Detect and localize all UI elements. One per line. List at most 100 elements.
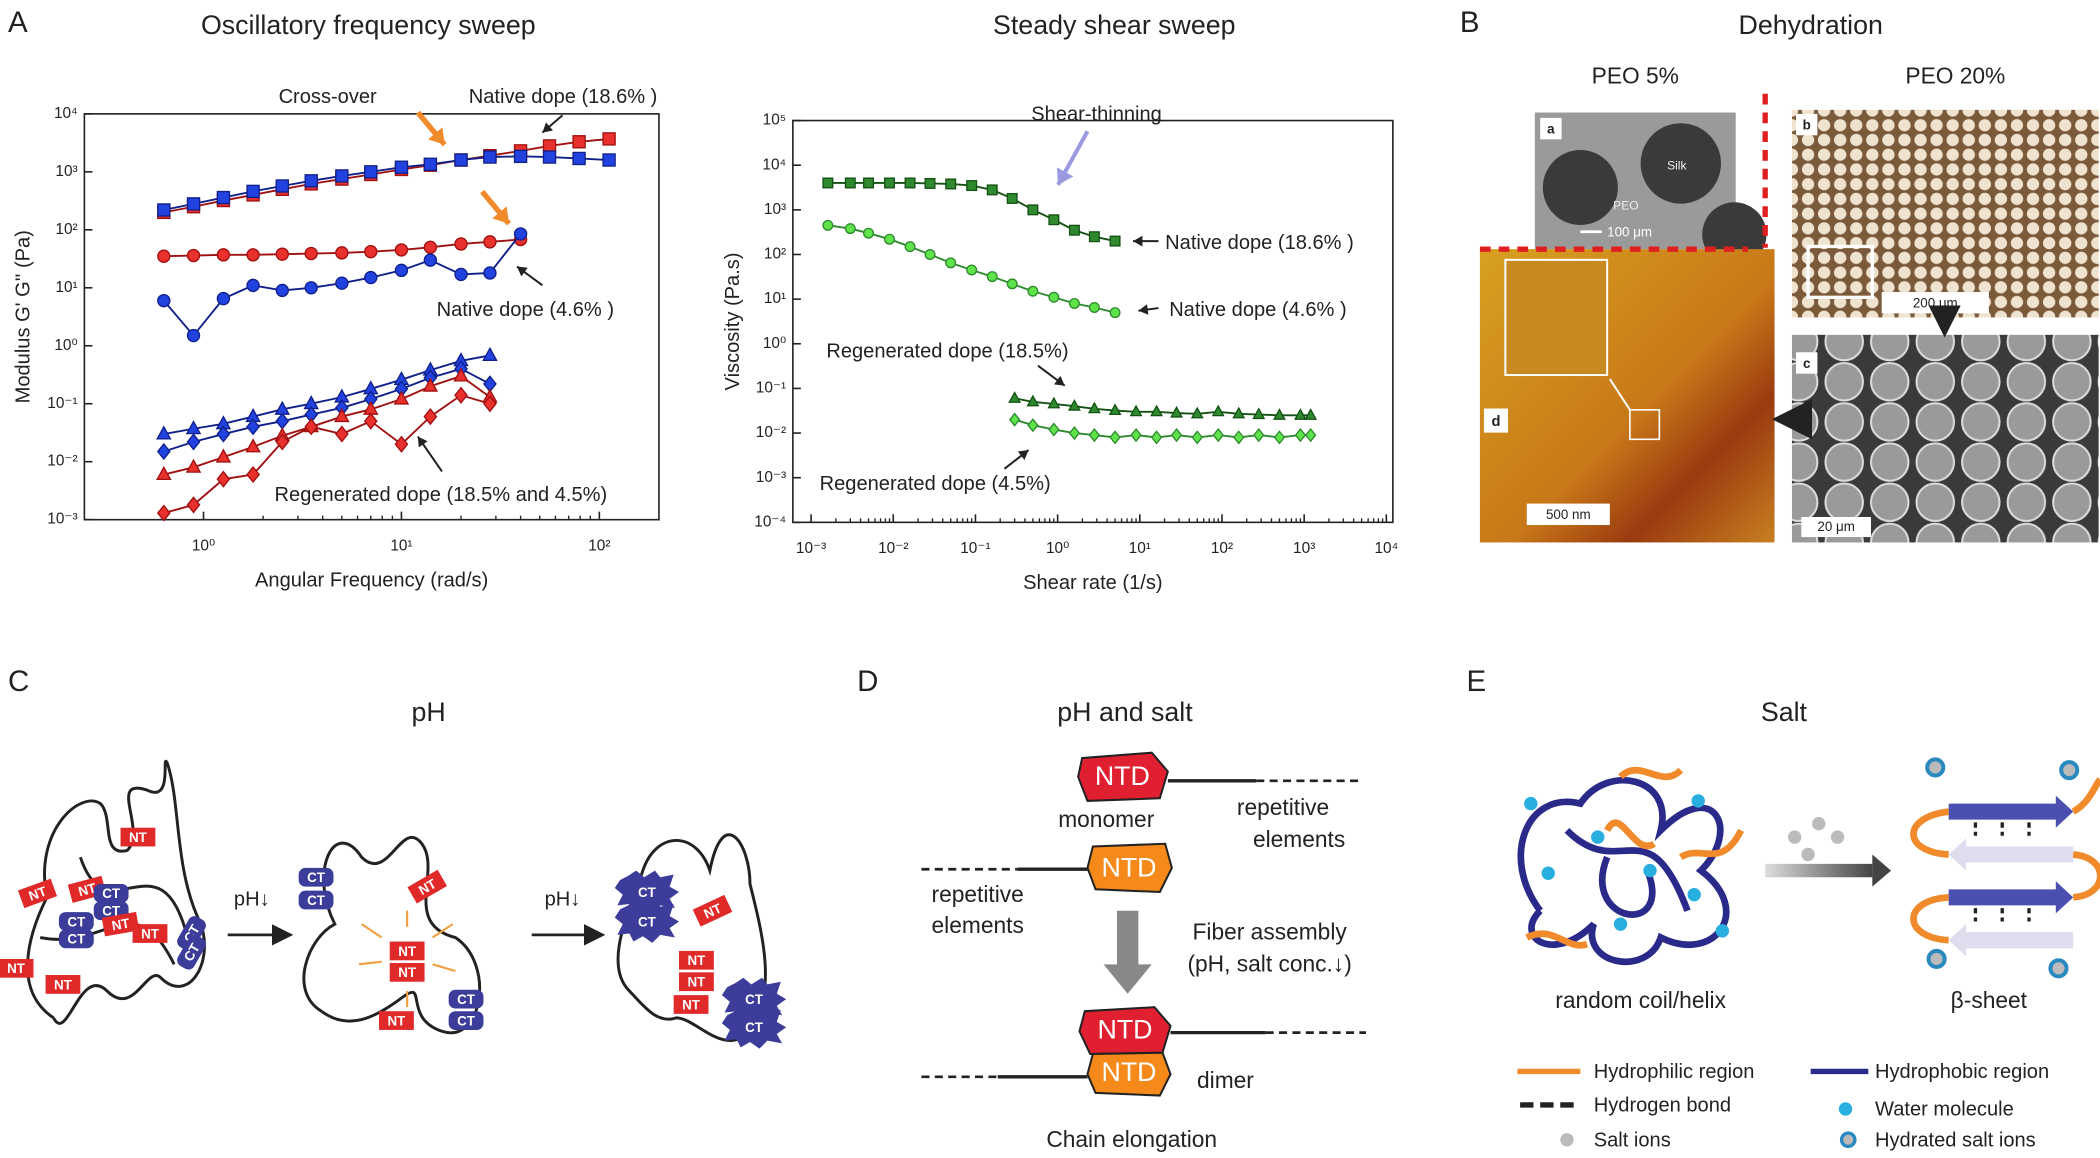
arrow-head xyxy=(542,122,554,133)
label: β-sheet xyxy=(1951,987,2028,1013)
data-point xyxy=(1088,428,1101,443)
panel-d: pH and salt NTD monomer repetitive eleme… xyxy=(921,697,1367,1152)
panel-label: E xyxy=(1467,665,1487,698)
data-point xyxy=(1293,408,1307,420)
tag: NT xyxy=(45,975,81,994)
x-tick-label: 10⁻¹ xyxy=(960,540,990,557)
data-point xyxy=(394,160,409,174)
tag: CT xyxy=(721,1005,787,1049)
label: Fiber assembly xyxy=(1193,919,1348,945)
scale-box xyxy=(1881,291,1989,314)
tag-label: CT xyxy=(745,1020,764,1035)
data-point xyxy=(185,458,202,473)
x-tick-label: 10⁻² xyxy=(878,540,908,557)
data-point xyxy=(246,184,260,199)
data-point xyxy=(246,278,260,293)
tag: CT xyxy=(614,870,680,914)
data-point xyxy=(1191,430,1203,445)
arrow-head xyxy=(492,206,509,224)
data-point xyxy=(1008,412,1021,427)
tag: CT xyxy=(177,934,206,970)
data-point xyxy=(335,246,349,260)
beta-sheet xyxy=(1910,777,2100,957)
tag-label: NT xyxy=(688,953,707,968)
step-label: pH↓ xyxy=(234,888,270,910)
data-point xyxy=(335,276,349,290)
tag-label: NT xyxy=(54,977,73,992)
chart-title: Steady shear sweep xyxy=(993,10,1236,40)
plot-frame xyxy=(83,113,660,521)
tag-shape xyxy=(679,950,714,970)
label: dimer xyxy=(1197,1067,1254,1093)
tag-label: CT xyxy=(457,992,476,1007)
data-point xyxy=(1294,428,1307,443)
tag-shape xyxy=(379,1011,414,1030)
legend-label: Water molecule xyxy=(1875,1099,2014,1121)
data-point xyxy=(245,438,261,453)
data-point xyxy=(216,291,231,306)
data-point xyxy=(1087,401,1101,414)
tag: NT xyxy=(407,869,447,904)
chart-title: Oscillatory frequency sweep xyxy=(201,10,536,40)
scale-box xyxy=(1801,516,1871,538)
scale-label: 100 μm xyxy=(1607,225,1652,240)
data-point xyxy=(1233,430,1245,445)
x-tick-label: 10³ xyxy=(1293,540,1315,557)
data-point xyxy=(1130,428,1142,443)
tag-shape xyxy=(389,962,425,982)
tag-shape xyxy=(448,1011,484,1030)
data-point xyxy=(1190,406,1204,419)
image-label: b xyxy=(1803,117,1811,132)
data-point xyxy=(966,180,978,192)
data-point xyxy=(844,177,856,189)
tag-label: NT xyxy=(77,880,99,899)
coil xyxy=(1517,777,1730,965)
data-point xyxy=(275,433,290,451)
data-point xyxy=(844,223,856,235)
data-point xyxy=(1006,278,1018,290)
series-line xyxy=(1014,397,1311,417)
tag: NT xyxy=(679,972,714,992)
tag-shape xyxy=(101,911,140,937)
legend-swatch xyxy=(1838,1102,1853,1116)
data-point xyxy=(1252,407,1266,420)
arrow xyxy=(1765,863,1873,878)
data-point xyxy=(924,249,936,260)
arrow-head xyxy=(516,266,528,277)
annotation: Regenerated dope (18.5%) xyxy=(826,341,1068,363)
tag: CT xyxy=(298,890,334,910)
y-tick-label: 10¹ xyxy=(55,279,77,296)
data-point xyxy=(216,425,231,443)
panel-title: pH and salt xyxy=(1057,697,1193,727)
data-point xyxy=(454,386,468,404)
data-point xyxy=(216,470,231,488)
arrow-head xyxy=(1138,304,1149,315)
data-point xyxy=(1170,405,1183,418)
data-point xyxy=(602,153,616,167)
x-tick-label: 10¹ xyxy=(390,538,412,555)
data-point xyxy=(394,263,409,278)
legend-label: Salt ions xyxy=(1594,1129,1671,1151)
data-point xyxy=(246,465,260,484)
tag-label: NT xyxy=(701,900,724,921)
tag-shape xyxy=(721,1005,787,1049)
tag-label: NT xyxy=(682,997,701,1012)
tag-shape xyxy=(58,929,94,949)
data-point xyxy=(364,165,378,179)
coil xyxy=(1525,766,1745,949)
data-point xyxy=(1212,428,1224,443)
tag-label: CT xyxy=(307,893,326,908)
x-axis-label: Angular Frequency (rad/s) xyxy=(255,570,488,592)
column-label: PEO 5% xyxy=(1592,63,1679,89)
data-point xyxy=(364,244,378,259)
annotation: Regenerated dope (18.5% and 4.5%) xyxy=(275,484,608,506)
data-point xyxy=(602,132,616,146)
data-point xyxy=(454,237,468,251)
tag-shape xyxy=(45,975,81,994)
x-tick-label: 10¹ xyxy=(1129,540,1151,557)
tag: NT xyxy=(0,958,34,978)
y-tick-label: 10⁻¹ xyxy=(47,395,77,412)
protein-chain xyxy=(616,833,767,1042)
data-point xyxy=(1048,214,1060,226)
